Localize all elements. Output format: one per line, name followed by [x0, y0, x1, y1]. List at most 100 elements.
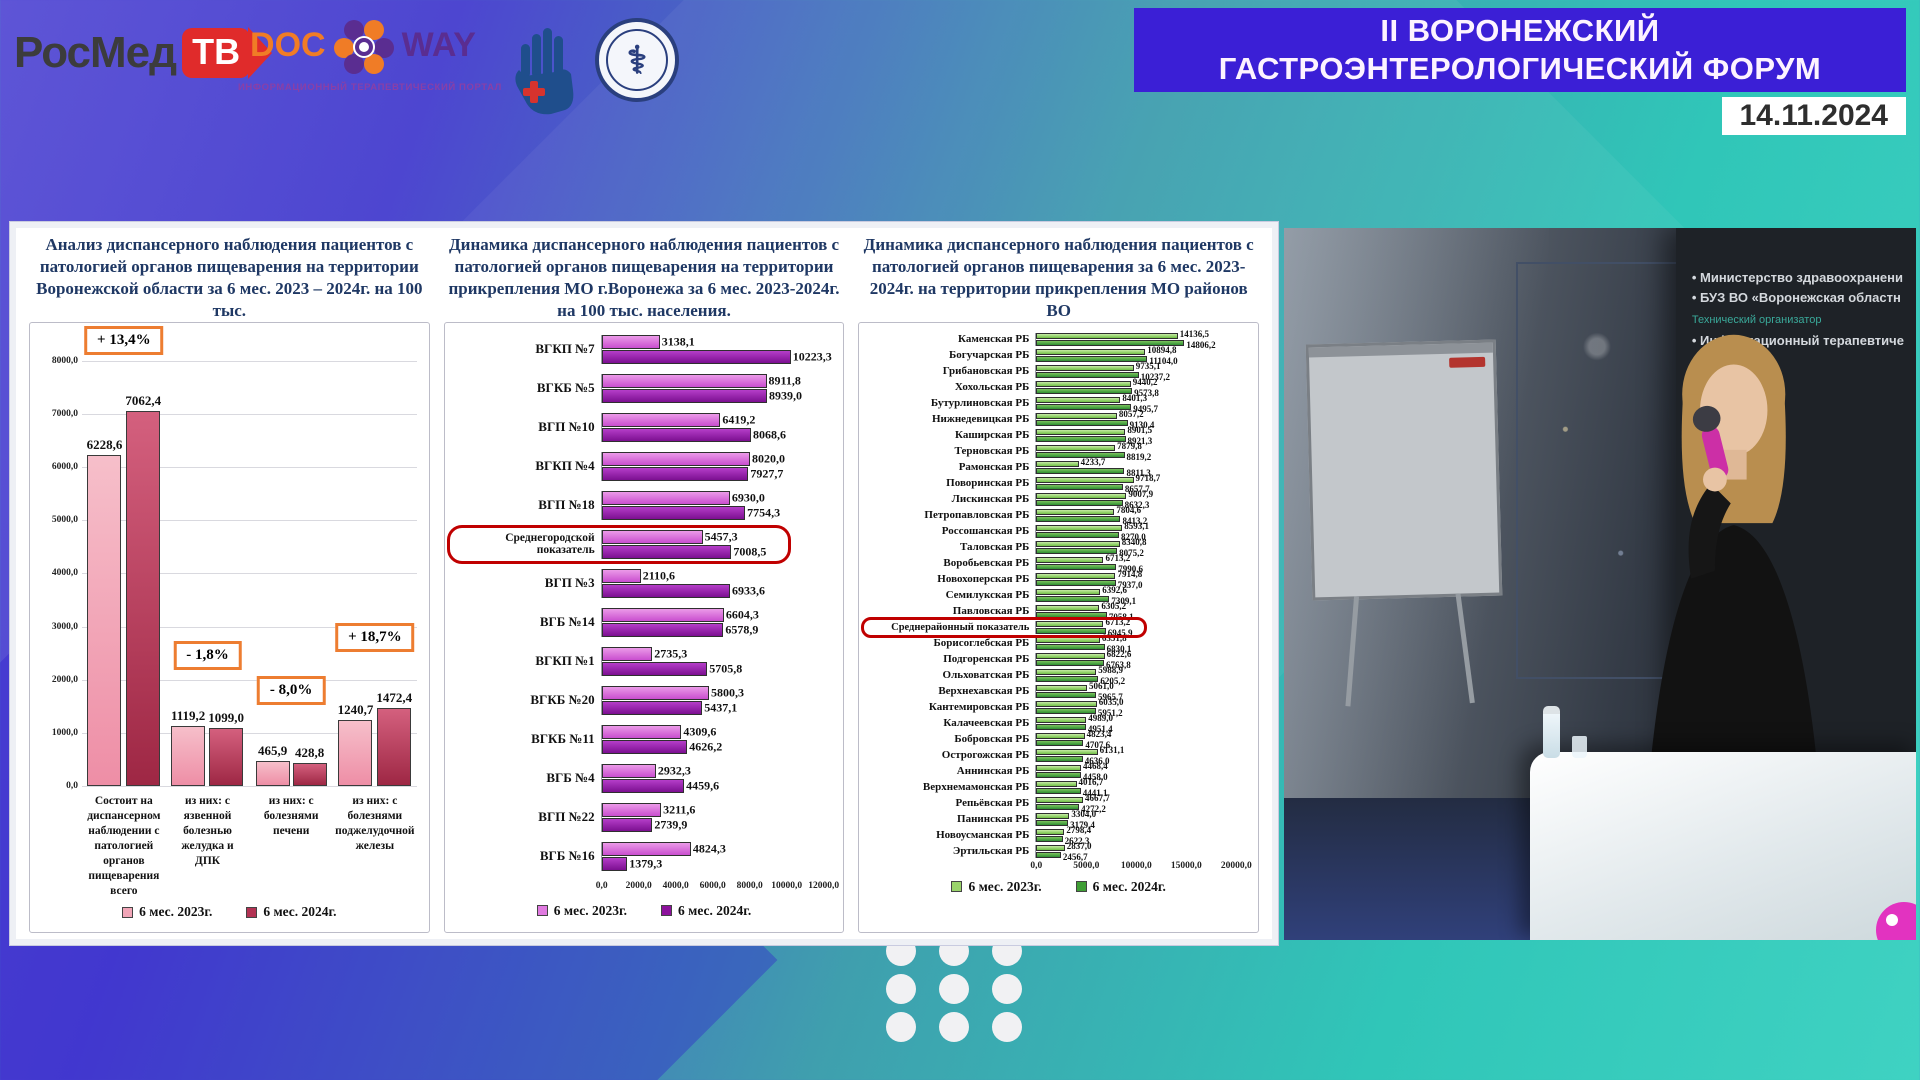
bar: 8657,7	[1036, 483, 1150, 494]
legend-label: 6 мес. 2024г.	[263, 904, 337, 920]
chart-row: ВГКБ №11 4309,6 4626,2	[451, 724, 838, 754]
chart-row: Верхнехавская РБ 5061,0 5965,7	[865, 681, 1252, 702]
bar	[126, 410, 161, 786]
docway-logo-way: WAY	[401, 25, 476, 64]
docway-logo: DOC WAY ИНФОРМАЦИОННЫЙ ТЕРАПЕВТИЧЕСКИЙ П…	[238, 16, 501, 93]
bar: 4667,7	[1036, 793, 1110, 803]
bar-value-label: 11104,0	[1149, 355, 1178, 366]
x-axis-tick: 20000,0	[1220, 860, 1252, 871]
bar-value-label: 7879,8	[1117, 440, 1142, 451]
bar-value-label: 8921,3	[1127, 435, 1153, 446]
chart-row: Среднегородской показатель 5457,3 7008,5	[446, 524, 838, 564]
bar: 6351,8	[1036, 633, 1127, 643]
bar: 8911,8	[601, 373, 801, 388]
bar-value-label: 6830,1	[1106, 643, 1132, 654]
y-axis-tick: 4000,0	[51, 568, 78, 579]
chart-area: ВГКП №7 3138,1 10223,3 ВГКБ №5 8911,8 8939,0 В…	[443, 321, 845, 933]
water-bottle	[1543, 706, 1561, 759]
bar: 5061,0	[1036, 681, 1114, 691]
bar-value-label: 8401,3	[1122, 392, 1148, 403]
banner-line: Технический организатор	[1691, 314, 1822, 327]
bar: 2110,6	[601, 568, 675, 583]
bar-value-label: 4667,7	[1085, 792, 1110, 803]
bar-value-label: 8939,0	[769, 388, 803, 403]
bar: 6604,3	[601, 607, 759, 622]
legend-swatch-2023	[122, 906, 134, 918]
bar: 6933,6	[601, 583, 765, 598]
bar-value-label: 10223,3	[792, 349, 832, 364]
row-label: Среднегородской показатель	[505, 532, 595, 557]
gridline	[82, 679, 417, 681]
bar: 8068,6	[601, 427, 786, 442]
chart-row: Каширская РБ 8901,5 8921,3	[865, 425, 1252, 446]
bar: 3138,1	[601, 334, 695, 349]
y-axis-tick: 7000,0	[51, 409, 78, 419]
bar: 4824,3	[601, 841, 726, 856]
bar-value-label: 4636,0	[1084, 755, 1110, 766]
bar-value-label: 2837,0	[1066, 840, 1092, 851]
bar-value-label: 8340,8	[1121, 536, 1147, 547]
bar-value-label: 6713,2	[1105, 616, 1131, 627]
bar: 8057,2	[1036, 409, 1144, 419]
x-axis-tick: 10000,0	[771, 880, 803, 891]
bar-value-label: 6035,0	[1098, 696, 1124, 707]
bar: 7058,1	[1036, 611, 1134, 622]
bar-value-label: 6822,6	[1106, 648, 1132, 659]
chart-row: Хохольская РБ 9440,2 9573,8	[865, 377, 1252, 398]
chart-row: Терновская РБ 7879,8 8819,2	[865, 441, 1252, 462]
row-label: ВГП №10	[538, 419, 595, 435]
x-axis-tick: 10000,0	[1120, 860, 1152, 871]
bar: 6205,2	[1036, 675, 1125, 686]
bar: 6305,2	[1036, 601, 1126, 611]
bar-value-label: 6713,2	[1105, 552, 1131, 563]
bar-value-label: 7309,1	[1111, 595, 1137, 606]
row-label: ВГП №18	[538, 497, 595, 513]
chart-row: Грибановская РБ 9735,1 10237,2	[865, 361, 1252, 382]
bar	[292, 763, 327, 786]
row-label: Грибановская РБ	[942, 365, 1030, 378]
chart-row: Аннинская РБ 4468,4 4458,0	[865, 761, 1252, 782]
bar: 10237,2	[1036, 371, 1170, 382]
bar-value-label: 10237,2	[1140, 371, 1170, 382]
row-label: ВГКП №4	[535, 458, 595, 474]
bar-value-label: 5061,0	[1088, 680, 1114, 691]
bar-value-label: 6578,9	[725, 622, 759, 637]
chart-row: Нижнедевицкая РБ 8057,2 9130,4	[865, 409, 1252, 430]
bar-value-label: 4823,4	[1086, 728, 1112, 739]
chart-row: Бобровская РБ 4823,4 4707,6	[865, 729, 1252, 750]
chart-row: ВГКБ №20 5800,3 5437,1	[451, 685, 838, 715]
chart-row: Новоусманская РБ 2798,4 2622,3	[865, 825, 1252, 846]
row-label: ВГП №22	[538, 809, 595, 825]
chart-row: ВГКП №7 3138,1 10223,3	[451, 334, 838, 364]
bar: 10894,8	[1036, 345, 1177, 355]
speaker-hand	[1702, 468, 1727, 492]
percent-change-badge: + 18,7%	[335, 622, 415, 652]
bar-value-label: 8413,2	[1122, 515, 1148, 526]
chart-row: Таловская РБ 8340,8 8075,2	[865, 537, 1252, 558]
bar-value-label: 6205,2	[1100, 675, 1126, 686]
bar-value-label: 4458,0	[1082, 771, 1108, 782]
bar: 6713,2	[1036, 553, 1130, 563]
bar: 2456,7	[1036, 851, 1088, 862]
chart-title: Динамика диспансерного наблюдения пациен…	[448, 235, 840, 320]
bar-value-label: 2798,4	[1066, 824, 1092, 835]
bar: 9130,4	[1036, 419, 1154, 430]
y-axis-tick: 8000,0	[51, 355, 78, 366]
chart-row: Новохоперская РБ 7914,8 7937,0	[865, 569, 1252, 590]
bar-value-label: 6945,9	[1107, 627, 1133, 638]
chart-row: Острогожская РБ 6131,1 4636,0	[865, 745, 1252, 766]
gridline	[82, 467, 417, 469]
chart-row: ВГКП №1 2735,3 5705,8	[451, 646, 838, 676]
bar: 8901,5	[1036, 425, 1152, 435]
bar: 4951,4	[1036, 723, 1113, 734]
bar-value-label: 8632,3	[1124, 499, 1150, 510]
bar: 2932,3	[601, 763, 691, 778]
chart-row: ВГБ №4 2932,3 4459,6	[451, 763, 838, 793]
bar-value-label: 8020,0	[752, 451, 786, 466]
chart-district-dynamics: Динамика диспансерного наблюдения пациен…	[851, 232, 1266, 935]
bar: 14136,5	[1036, 329, 1209, 339]
health-department-emblem: ⚕	[595, 18, 679, 102]
row-label: Кантемировская РБ	[928, 701, 1030, 714]
chart-row: Петропавловская РБ 7804,6 8413,2	[865, 505, 1252, 526]
bar: 9440,2	[1036, 377, 1157, 387]
